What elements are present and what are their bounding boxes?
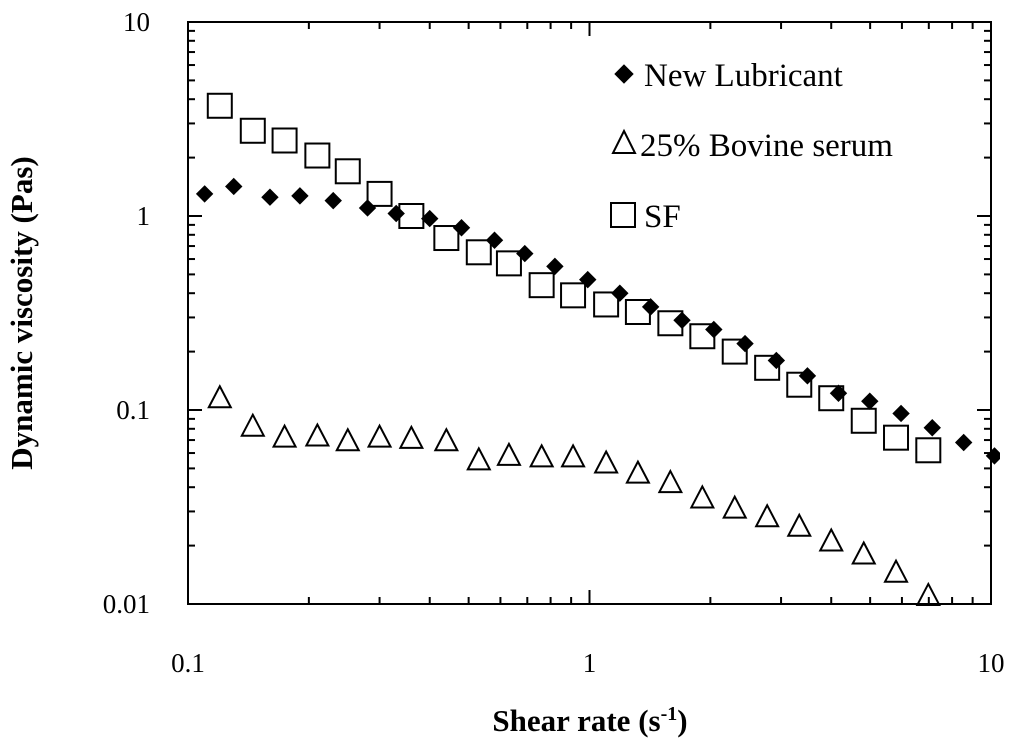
data-point-triangle [754,503,780,528]
x-axis-title-close: ) [677,703,687,738]
legend-label: SF [644,199,681,235]
data-point-triangle [207,384,233,409]
data-point-diamond [516,244,534,263]
series-sf [206,92,942,464]
data-series [195,92,1000,606]
legend-item-sf: SF [610,199,681,235]
y-tick-label: 1 [137,201,151,231]
data-point-triangle [915,581,941,606]
x-axis-title-main: Shear rate (s [492,703,660,738]
data-point-square [818,385,845,412]
data-point-triangle [786,512,812,537]
data-point-triangle [528,443,555,468]
data-point-triangle [722,494,748,519]
data-point-triangle [271,423,298,448]
legend: New Lubricant 25% Bovine serum SF [610,58,893,235]
data-point-diamond [195,185,214,203]
legend-square-marker [610,202,636,228]
data-point-triangle [560,443,586,468]
data-point-triangle [466,446,492,471]
x-axis-title: Shear rate (s-1) [492,703,687,738]
data-point-square [465,239,492,266]
data-point-triangle [366,423,393,448]
data-point-square [334,158,361,185]
data-point-triangle [335,427,361,452]
data-point-triangle [689,484,715,509]
series-new-lubricant [195,177,1000,465]
data-point-triangle [593,449,619,474]
legend-label: New Lubricant [644,58,843,94]
data-point-square [398,203,425,229]
data-point-square [883,424,910,451]
x-tick-label: 1 [583,648,597,678]
data-point-square [239,117,266,144]
data-point-triangle [398,424,425,449]
data-point-square [721,338,748,365]
x-tick-label: 10 [978,648,1005,678]
data-point-square [271,127,298,154]
data-point-triangle [433,427,459,452]
series-25-bovine-serum [207,384,941,606]
data-point-diamond [452,219,471,237]
data-point-diamond [387,204,405,223]
y-axis-title: Dynamic viscosity (Pas) [4,156,39,469]
data-point-triangle [625,459,651,484]
y-tick-labels: 0.01 0.1 1 10 [103,7,150,619]
data-point-square [366,180,393,207]
x-tick-label: 0.1 [171,648,205,678]
data-point-square [754,354,781,381]
legend-item-bovine-serum: 25% Bovine serum [611,128,893,164]
y-tick-label: 0.01 [103,589,150,619]
legend-label: 25% Bovine serum [640,128,893,164]
data-point-diamond [485,231,504,249]
data-point-square [304,142,331,169]
axis-ticks [187,22,991,605]
data-point-triangle [240,412,266,437]
data-point-square [206,92,233,119]
data-point-diamond [546,257,564,276]
legend-triangle-marker [611,128,637,154]
x-tick-labels: 0.1 1 10 [171,648,1004,678]
data-point-square [593,291,620,318]
data-point-square [850,407,877,434]
data-point-triangle [657,468,684,494]
data-point-diamond [892,404,910,423]
data-point-square [528,272,555,299]
data-point-diamond [291,187,309,205]
data-point-diamond [985,447,1000,465]
legend-item-new-lubricant: New Lubricant [614,58,843,94]
data-point-triangle [851,540,877,565]
data-point-diamond [798,367,817,385]
data-point-diamond [923,419,941,437]
plot-frame [187,21,992,605]
data-point-diamond [579,270,597,289]
data-point-diamond [261,188,279,206]
data-point-diamond [954,433,973,452]
data-point-square [433,225,460,252]
data-point-triangle [496,441,522,466]
data-point-square [624,299,651,326]
data-point-diamond [225,177,243,196]
data-point-diamond [736,334,754,353]
y-tick-label: 0.1 [116,395,150,425]
data-point-square [915,437,942,464]
data-point-triangle [818,527,844,552]
data-point-square [495,250,522,277]
data-point-square [560,282,587,309]
data-point-diamond [611,284,629,302]
x-axis-title-superscript: -1 [661,703,678,725]
data-point-diamond [324,191,342,210]
legend-diamond-marker [614,64,634,84]
data-point-square [786,371,813,398]
data-point-diamond [767,351,786,370]
data-point-triangle [883,558,909,583]
y-tick-label: 10 [123,7,150,37]
data-point-square [689,323,716,350]
data-point-square [657,310,684,337]
data-point-diamond [421,209,439,228]
data-point-diamond [861,392,879,410]
data-point-triangle [304,422,331,447]
